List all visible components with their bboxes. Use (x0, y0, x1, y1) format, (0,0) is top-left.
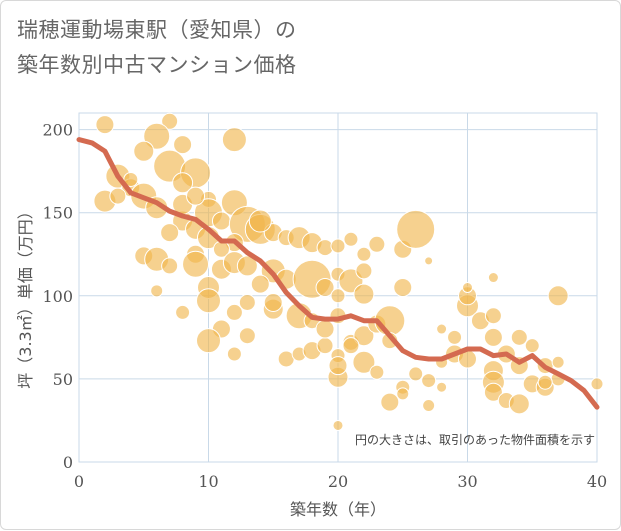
data-bubble (225, 303, 243, 321)
data-bubble (424, 256, 434, 266)
data-bubble (353, 283, 375, 305)
data-bubble (396, 209, 436, 249)
data-bubble (483, 382, 503, 402)
data-bubble (109, 187, 127, 205)
data-bubble (396, 387, 410, 401)
average-price-line (76, 137, 600, 410)
data-bubble (524, 338, 540, 354)
data-bubble (182, 250, 210, 278)
data-bubble (355, 262, 373, 280)
y-tick-label: 150 (42, 204, 73, 223)
data-bubble (436, 323, 448, 335)
x-tick-label: 30 (457, 472, 477, 491)
data-bubble (393, 278, 413, 297)
bubble-series (93, 112, 604, 431)
data-bubble (95, 115, 115, 135)
data-bubble (211, 211, 231, 231)
data-bubble (508, 393, 530, 415)
data-bubble (172, 172, 194, 194)
y-tick-label: 50 (53, 370, 73, 389)
data-bubble (368, 235, 386, 253)
data-bubble (238, 293, 256, 311)
data-bubble (236, 255, 258, 277)
data-bubble (551, 355, 565, 369)
data-bubble (221, 127, 247, 153)
data-bubble (408, 366, 424, 382)
data-bubble (436, 381, 448, 393)
y-tick-label: 200 (42, 121, 73, 140)
data-bubble (226, 346, 242, 362)
data-bubble (175, 304, 191, 320)
data-bubble (332, 419, 344, 431)
data-bubble (250, 274, 270, 294)
data-bubble (316, 337, 334, 355)
data-bubble (330, 238, 346, 254)
data-bubble (547, 285, 569, 307)
data-bubble (462, 282, 473, 293)
data-bubble (238, 327, 256, 345)
x-tick-label: 40 (587, 472, 607, 491)
data-bubble (356, 246, 372, 262)
data-bubble (369, 364, 385, 380)
data-bubble (352, 350, 376, 374)
data-bubble (447, 329, 463, 345)
x-axis-title: 築年数（年） (290, 500, 386, 519)
data-bubble (353, 325, 375, 347)
data-bubble (315, 278, 335, 297)
data-bubble (160, 223, 180, 243)
y-axis-title: 坪（3.3㎡）単価（万円） (16, 203, 35, 388)
data-bubble (263, 292, 283, 312)
data-bubble (421, 373, 437, 389)
data-bubble (422, 398, 436, 412)
data-bubble (161, 257, 179, 275)
data-bubble (248, 209, 272, 233)
data-bubble (196, 288, 221, 314)
data-bubble (380, 392, 400, 412)
y-tick-label: 0 (63, 453, 73, 472)
data-bubble (328, 356, 348, 376)
data-bubble (133, 140, 155, 162)
chart-title-line-1: 瑞穂運動場東駅（愛知県）の (17, 18, 297, 42)
data-bubble (173, 135, 193, 155)
x-tick-labels: 0 10 20 30 40 (74, 472, 607, 491)
data-bubble (510, 328, 528, 346)
data-bubble (487, 272, 499, 284)
data-bubble (143, 122, 171, 150)
data-bubble (150, 284, 164, 298)
data-bubble (342, 337, 360, 355)
bubble-size-note: 円の大きさは、取引のあった物件面積を示す (355, 432, 595, 447)
x-tick-label: 20 (328, 472, 348, 491)
y-tick-labels: 0 50 100 150 200 (42, 121, 73, 472)
x-tick-label: 10 (198, 472, 218, 491)
data-bubble (123, 171, 139, 187)
data-bubble (483, 327, 503, 347)
data-bubble (196, 328, 221, 354)
chart-title-line-2: 築年数別中古マンション価格 (17, 53, 297, 77)
data-bubble (590, 377, 604, 391)
data-bubble (161, 112, 179, 130)
y-tick-label: 100 (42, 287, 73, 306)
data-bubble (330, 288, 346, 304)
data-bubble (343, 231, 359, 247)
data-bubble (186, 186, 206, 206)
chart-title: 瑞穂運動場東駅（愛知県）の 築年数別中古マンション価格 (17, 13, 297, 83)
data-bubble (484, 307, 502, 325)
x-tick-label: 0 (74, 472, 84, 491)
data-bubble (316, 239, 334, 257)
data-bubble (315, 319, 335, 339)
data-bubble (537, 374, 553, 390)
